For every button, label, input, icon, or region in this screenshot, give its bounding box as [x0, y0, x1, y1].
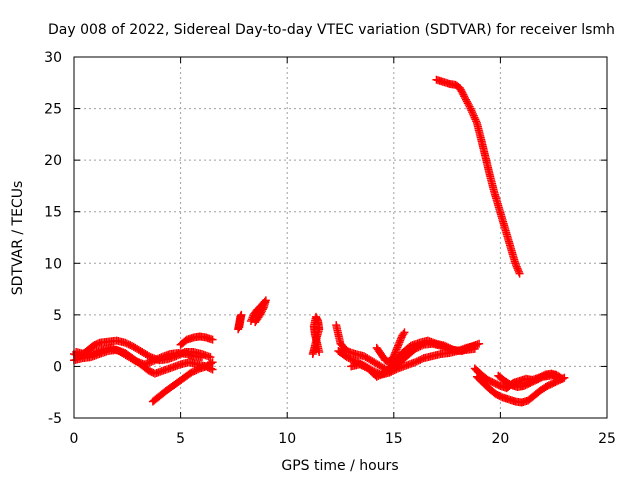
data-point [466, 104, 475, 113]
x-tick-label: 0 [70, 431, 79, 447]
data-point [461, 93, 470, 102]
grid-lines [74, 57, 607, 418]
y-tick-label: 20 [44, 153, 62, 169]
data-point [470, 113, 479, 122]
data-point [208, 365, 217, 374]
data-point [208, 358, 217, 367]
x-tick-label: 20 [491, 431, 509, 447]
series-arc-8 [308, 312, 324, 359]
y-tick-label: 25 [44, 102, 62, 118]
y-tick-label: 30 [44, 50, 62, 66]
series-arc-3 [72, 343, 206, 369]
series-arc-11 [347, 336, 484, 381]
series-arc-13 [432, 75, 524, 278]
data-point [463, 99, 472, 108]
data-point [469, 111, 478, 120]
axis-ticks: 0 5 10 15 20 25 -5 0 5 10 15 20 25 30 [44, 50, 616, 447]
series-arc-15 [472, 372, 569, 407]
series-arc-5 [176, 332, 217, 349]
data-point [551, 370, 560, 379]
data-point [459, 90, 468, 99]
y-tick-label: 15 [44, 205, 62, 221]
data-point [208, 335, 217, 344]
series-arc-6 [234, 310, 246, 334]
x-tick-label: 15 [385, 431, 403, 447]
data-point [468, 108, 477, 117]
y-axis-label: SDTVAR / TECUs [10, 181, 26, 296]
data-point [467, 106, 476, 115]
data-point [465, 102, 474, 111]
data-point [471, 115, 480, 124]
plot-frame [73, 56, 608, 419]
y-tick-label: -5 [48, 411, 62, 427]
data-point [206, 359, 215, 368]
data-point [475, 339, 484, 348]
x-tick-label: 5 [176, 431, 185, 447]
x-axis-label: GPS time / hours [281, 458, 398, 474]
data-point [515, 269, 524, 278]
series-arc-4 [148, 358, 217, 406]
data-point [315, 347, 324, 356]
data-point [399, 329, 408, 338]
data-point [464, 101, 473, 110]
data-point [460, 92, 469, 101]
y-tick-label: 5 [53, 308, 62, 324]
data-point [461, 95, 470, 104]
data-point [472, 117, 481, 126]
x-tick-label: 25 [598, 431, 616, 447]
data-point [468, 109, 477, 118]
chart-title: Day 008 of 2022, Sidereal Day-to-day VTE… [48, 22, 615, 38]
series-arc-16 [494, 370, 560, 392]
data-point [560, 373, 569, 382]
data-point [252, 316, 261, 325]
data-point [462, 97, 471, 106]
x-tick-label: 10 [278, 431, 296, 447]
series-arc-12 [372, 328, 409, 367]
y-tick-label: 0 [53, 359, 62, 375]
data-points [70, 75, 569, 407]
data-point [251, 318, 260, 327]
series-arc-7 [246, 296, 270, 327]
data-point [197, 353, 206, 362]
y-tick-label: 10 [44, 256, 62, 272]
data-point [235, 323, 244, 332]
data-point [400, 328, 409, 337]
